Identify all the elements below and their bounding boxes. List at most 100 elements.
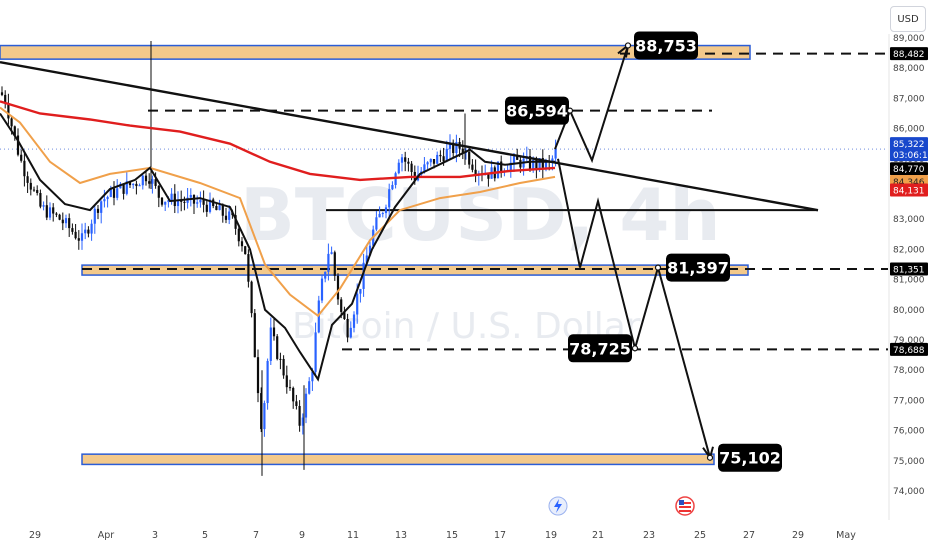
us-flag-stripe: [679, 502, 691, 504]
candle-body: [42, 205, 45, 207]
price-callout-box: [666, 253, 730, 282]
price-axis-badge: [890, 47, 928, 61]
candle-body: [455, 141, 458, 154]
price-axis-badge-label: 84,346: [893, 178, 925, 188]
date-tick-label: 25: [694, 530, 706, 541]
candle-body: [320, 278, 324, 301]
currency-button[interactable]: USD: [890, 6, 926, 32]
candle-body: [298, 405, 301, 426]
candle-body: [125, 181, 128, 194]
candle-body: [272, 327, 276, 337]
price-tick-label: 77,000: [893, 396, 925, 406]
ema-red-line: [0, 100, 556, 182]
candle-body: [135, 183, 138, 187]
candle-body: [512, 156, 516, 163]
candle-body: [36, 190, 39, 194]
price-axis-badge: [890, 162, 928, 176]
price-tick-label: 87,000: [893, 94, 925, 104]
candle-body: [116, 188, 119, 198]
candle-body: [404, 157, 407, 162]
candle-body: [532, 159, 535, 169]
date-tick-label: 3: [152, 530, 158, 541]
candle-body: [10, 118, 13, 127]
date-tick-label: 7: [253, 530, 259, 541]
candle-body: [266, 360, 269, 404]
price-axis-badge-label: 85,322: [893, 140, 925, 150]
candle-body: [282, 358, 285, 376]
candle-body: [32, 189, 36, 191]
candle-body: [554, 148, 557, 159]
candle-body: [151, 179, 154, 184]
sr-zone-1: [0, 44, 751, 60]
date-tick-label: Apr: [98, 530, 115, 541]
us-flag-stripe: [679, 506, 691, 508]
candle-body: [445, 148, 448, 162]
price-tick-label: 89,000: [893, 34, 925, 44]
candle-body: [23, 160, 26, 177]
candle-body: [250, 281, 253, 314]
candle-body: [429, 159, 432, 163]
price-axis-badge-label: 84,770: [893, 165, 925, 175]
price-axis-badge-label: 81,351: [893, 265, 925, 275]
candle-body: [109, 188, 112, 197]
price-axis-badge: [890, 342, 928, 356]
date-tick-label: 29: [792, 530, 804, 541]
candle-body: [122, 183, 125, 194]
price-tick-label: 79,000: [893, 336, 925, 346]
candle-body: [64, 218, 68, 224]
candle-body: [509, 162, 512, 171]
candle-body: [13, 126, 16, 136]
date-tick-label: 19: [545, 530, 557, 541]
candle-body: [269, 327, 272, 361]
candle-body: [215, 206, 218, 211]
chart-watermark-symbol: BTCUSD, 4h: [240, 173, 721, 257]
ema-black-line: [0, 112, 555, 382]
candle-body: [324, 271, 327, 279]
candle-body: [160, 197, 164, 205]
candle-body: [391, 184, 394, 190]
candle-body: [452, 142, 455, 154]
candle-body: [138, 185, 141, 187]
candle-body: [426, 162, 429, 165]
candle-body: [496, 161, 500, 179]
candle-body: [407, 161, 410, 164]
descending-trendline: [0, 60, 819, 212]
candle-body: [84, 229, 87, 234]
candle-body: [167, 200, 170, 202]
candle-body: [87, 229, 90, 234]
price-tick-label: 81,000: [893, 276, 925, 286]
candle-body: [256, 357, 260, 394]
candle-body: [93, 208, 96, 224]
candle-body: [4, 94, 7, 104]
candle-body: [154, 179, 157, 186]
candle-body: [375, 217, 378, 230]
candle-body: [276, 336, 279, 359]
candle-body: [349, 327, 352, 338]
candle-body: [500, 161, 503, 172]
candle-body: [423, 164, 426, 172]
bullish-projection-path: [554, 45, 629, 164]
candle-body: [218, 205, 221, 211]
candle-body: [141, 175, 144, 186]
candle-body: [68, 218, 71, 229]
candle-body: [112, 188, 116, 198]
price-tick-label: 76,000: [893, 427, 925, 437]
candle-body: [442, 156, 445, 162]
candle-body: [356, 293, 359, 315]
candle-body: [90, 223, 93, 234]
candle-body: [164, 201, 167, 205]
date-tick-label: 9: [299, 530, 305, 541]
candle-body: [128, 181, 132, 186]
price-tick-label: 74,000: [893, 487, 925, 497]
bearish-projection-path: [557, 158, 711, 458]
us-flag-canton: [679, 500, 684, 505]
candle-body: [333, 252, 336, 276]
price-callout-label: 88,753: [635, 36, 697, 55]
candle-body: [148, 181, 151, 184]
date-tick-label: 11: [347, 530, 359, 541]
candle-body: [368, 245, 372, 256]
candle-body: [279, 358, 282, 360]
price-callout-box: [505, 96, 569, 125]
candle-body: [7, 103, 10, 119]
